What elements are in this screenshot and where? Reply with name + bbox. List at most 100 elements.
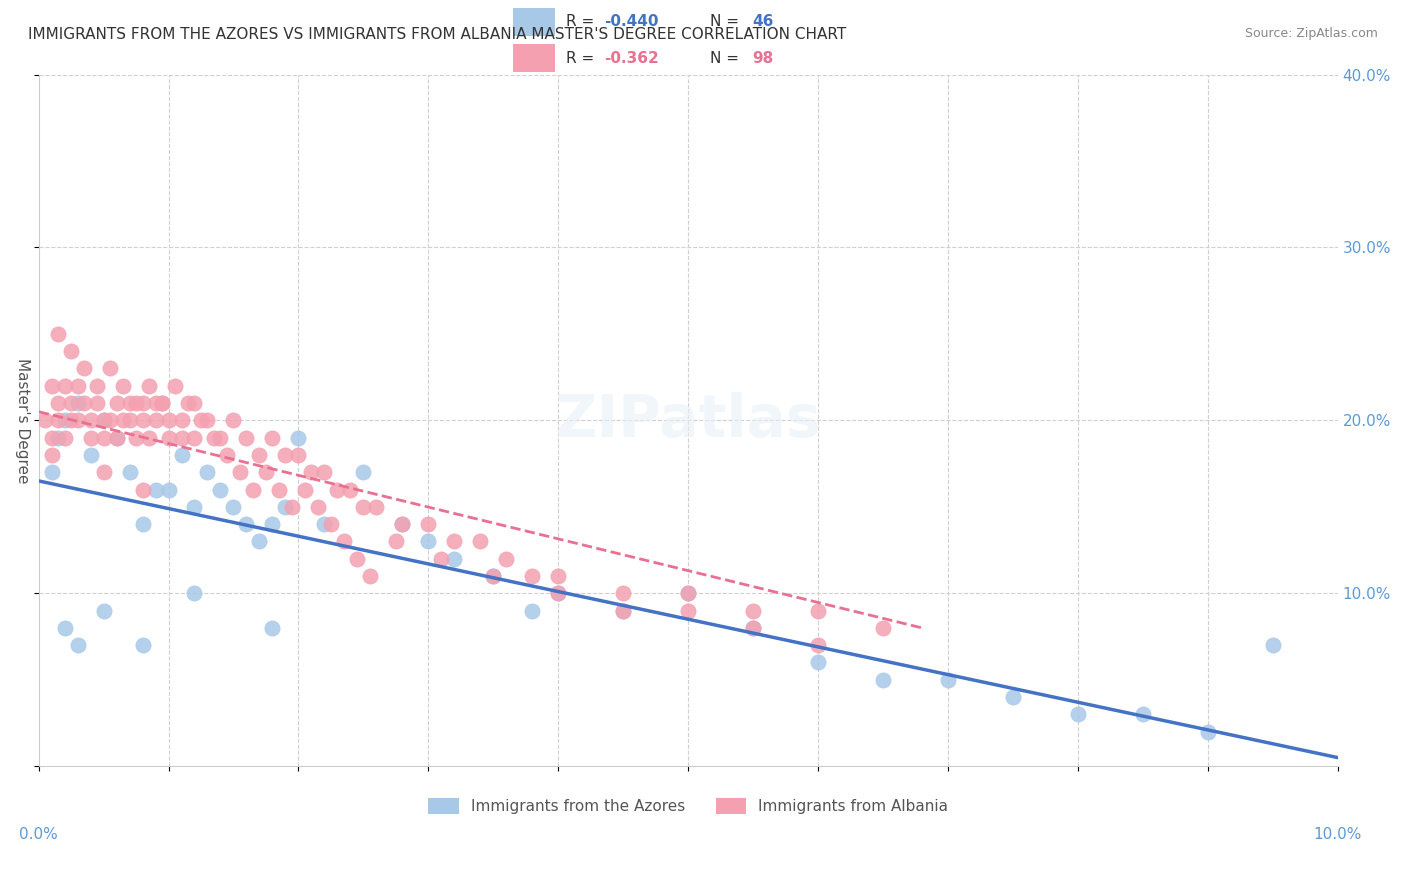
Point: [249, 534, 271, 549]
Text: N =: N =: [710, 14, 744, 29]
Point: [262, 517, 284, 532]
Bar: [513, 44, 555, 72]
Point: [676, 586, 699, 600]
Point: [612, 604, 634, 618]
Point: [73, 361, 96, 376]
Point: [262, 431, 284, 445]
Point: [145, 483, 167, 497]
Point: [346, 551, 368, 566]
Point: [430, 551, 453, 566]
Point: [98, 413, 121, 427]
Point: [46, 413, 69, 427]
Point: [86, 396, 108, 410]
Point: [1067, 707, 1090, 722]
Legend: Immigrants from the Azores, Immigrants from Albania: Immigrants from the Azores, Immigrants f…: [427, 798, 948, 814]
Point: [118, 413, 141, 427]
Point: [41, 465, 63, 479]
Text: N =: N =: [710, 51, 744, 66]
Point: [872, 673, 894, 687]
Point: [333, 534, 356, 549]
Text: 46: 46: [752, 14, 773, 29]
Point: [262, 621, 284, 635]
Point: [138, 431, 160, 445]
Point: [93, 413, 115, 427]
Point: [274, 500, 297, 514]
Point: [138, 378, 160, 392]
Point: [183, 396, 205, 410]
Point: [60, 413, 83, 427]
Point: [807, 656, 830, 670]
Point: [242, 483, 264, 497]
Point: [612, 586, 634, 600]
Point: [547, 569, 569, 583]
Point: [79, 413, 101, 427]
Text: -0.440: -0.440: [605, 14, 659, 29]
Point: [60, 396, 83, 410]
Point: [93, 465, 115, 479]
Point: [53, 621, 76, 635]
Point: [93, 431, 115, 445]
Point: [66, 413, 89, 427]
Text: 10.0%: 10.0%: [1313, 827, 1362, 842]
Point: [131, 413, 153, 427]
Point: [145, 413, 167, 427]
Point: [229, 465, 252, 479]
Point: [46, 431, 69, 445]
Point: [41, 378, 63, 392]
Point: [391, 517, 413, 532]
Point: [66, 638, 89, 652]
Point: [339, 483, 361, 497]
Point: [34, 413, 56, 427]
Point: [125, 431, 148, 445]
Point: [183, 500, 205, 514]
Point: [105, 396, 128, 410]
Point: [319, 517, 342, 532]
Point: [254, 465, 277, 479]
Point: [936, 673, 959, 687]
Point: [443, 534, 465, 549]
Point: [163, 378, 186, 392]
Point: [209, 483, 232, 497]
Point: [98, 361, 121, 376]
Point: [112, 413, 135, 427]
Point: [73, 396, 96, 410]
Point: [267, 483, 290, 497]
Point: [742, 621, 765, 635]
Point: [66, 378, 89, 392]
Point: [1001, 690, 1024, 704]
Point: [170, 448, 193, 462]
Point: [359, 569, 381, 583]
Point: [86, 378, 108, 392]
Point: [314, 517, 336, 532]
Point: [281, 500, 304, 514]
Point: [287, 448, 309, 462]
Point: [294, 483, 316, 497]
Text: IMMIGRANTS FROM THE AZORES VS IMMIGRANTS FROM ALBANIA MASTER'S DEGREE CORRELATIO: IMMIGRANTS FROM THE AZORES VS IMMIGRANTS…: [28, 27, 846, 42]
Point: [1197, 724, 1219, 739]
Point: [66, 396, 89, 410]
Point: [307, 500, 329, 514]
Point: [53, 431, 76, 445]
Point: [209, 431, 232, 445]
Point: [112, 378, 135, 392]
Point: [742, 621, 765, 635]
Point: [131, 517, 153, 532]
Point: [1261, 638, 1284, 652]
Point: [93, 413, 115, 427]
Point: [197, 465, 219, 479]
Point: [215, 448, 238, 462]
Point: [93, 604, 115, 618]
Point: [366, 500, 388, 514]
Point: [522, 604, 544, 618]
Point: [547, 586, 569, 600]
Point: [522, 569, 544, 583]
Point: [443, 551, 465, 566]
Point: [105, 431, 128, 445]
Point: [235, 517, 257, 532]
Point: [157, 483, 180, 497]
Text: ZIPatlas: ZIPatlas: [555, 392, 821, 449]
Text: R =: R =: [565, 51, 599, 66]
Point: [872, 621, 894, 635]
Point: [1132, 707, 1154, 722]
Point: [385, 534, 408, 549]
